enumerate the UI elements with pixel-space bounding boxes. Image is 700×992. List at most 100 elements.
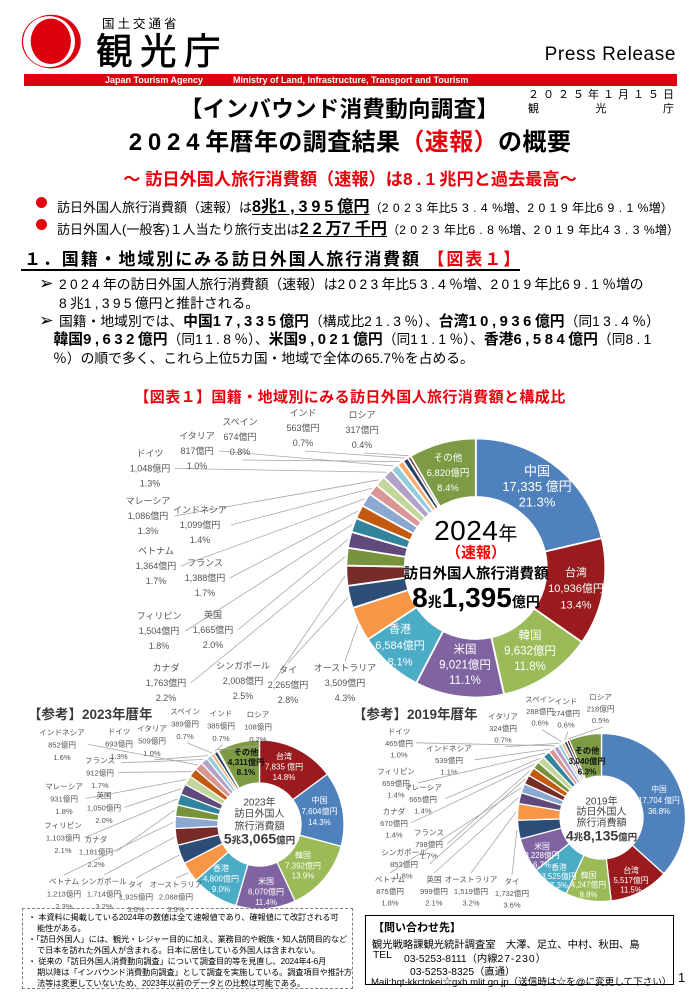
svg-text:10,936億円: 10,936億円 [548,582,604,595]
svg-text:509億円: 509億円 [138,735,166,745]
svg-text:英国: 英国 [204,609,222,620]
svg-text:1,519億円: 1,519億円 [454,886,488,896]
svg-text:36.8%: 36.8% [648,807,670,816]
svg-text:スペイン: スペイン [525,695,555,704]
svg-text:1.8%: 1.8% [55,807,73,816]
svg-text:11.8%: 11.8% [514,661,546,673]
svg-text:1.0%: 1.0% [187,461,208,471]
svg-text:4.3%: 4.3% [335,693,356,703]
svg-text:1,103億円: 1,103億円 [46,832,80,842]
svg-text:665億円: 665億円 [409,794,437,804]
svg-text:カナダ: カナダ [152,662,179,673]
svg-text:2.2%: 2.2% [87,860,105,869]
svg-text:台湾: 台湾 [565,565,587,579]
svg-text:4,311億円: 4,311億円 [228,757,264,767]
svg-text:693億円: 693億円 [105,738,133,748]
svg-text:その他: その他 [234,747,259,757]
svg-text:4,247億円: 4,247億円 [571,880,606,890]
svg-text:2.0%: 2.0% [95,816,113,825]
svg-text:0.7%: 0.7% [494,736,512,745]
svg-text:0.4%: 0.4% [352,440,373,450]
svg-text:2023年: 2023年 [243,796,275,809]
svg-text:317億円: 317億円 [345,424,378,435]
svg-text:9,632億円: 9,632億円 [504,645,556,658]
svg-text:ドイツ: ドイツ [136,449,163,459]
svg-text:マレーシア: マレーシア [404,783,442,792]
svg-text:香港: 香港 [389,623,411,636]
svg-text:1.4%: 1.4% [414,807,432,816]
svg-text:カナダ: カナダ [85,834,108,844]
svg-text:1.1%: 1.1% [440,768,458,777]
svg-text:インド: インド [210,709,233,718]
svg-text:英国: 英国 [426,874,441,884]
svg-text:108億円: 108億円 [244,721,272,731]
svg-text:タイ: タイ [279,665,297,675]
svg-text:1,388億円: 1,388億円 [185,572,226,583]
svg-text:1,665億円: 1,665億円 [193,624,234,635]
svg-text:1,714億円: 1,714億円 [87,888,121,898]
svg-text:韓国: 韓国 [295,850,311,860]
svg-text:4兆8,135億円: 4兆8,135億円 [566,828,637,844]
svg-text:1,732億円: 1,732億円 [495,888,529,898]
svg-text:台湾: 台湾 [623,865,639,875]
svg-text:0.5%: 0.5% [592,716,610,725]
svg-text:米国: 米国 [258,876,274,886]
svg-text:香港: 香港 [213,863,229,873]
svg-text:274億円: 274億円 [552,708,580,718]
svg-text:1,763億円: 1,763億円 [146,677,187,688]
svg-text:インド: インド [555,697,578,706]
svg-text:ベトナム: ベトナム [138,546,174,556]
svg-text:7.3%: 7.3% [550,881,568,890]
svg-text:817億円: 817億円 [180,445,213,456]
svg-text:17,335 億円: 17,335 億円 [502,479,571,494]
svg-text:875億円: 875億円 [376,886,404,896]
svg-text:3,525億円: 3,525億円 [541,871,576,881]
svg-text:2019年: 2019年 [585,795,617,808]
svg-text:563億円: 563億円 [286,422,319,433]
svg-text:5兆3,065億円: 5兆3,065億円 [224,831,295,847]
svg-text:オーストラリア: オーストラリア [314,663,377,673]
svg-text:2.5%: 2.5% [233,691,254,701]
svg-text:インド: インド [289,408,316,418]
svg-text:訪日外国人旅行消費額: 訪日外国人旅行消費額 [404,565,549,583]
svg-text:2.1%: 2.1% [54,846,72,855]
svg-text:17,704 億円: 17,704 億円 [638,795,680,805]
svg-text:324億円: 324億円 [489,723,517,733]
svg-text:8.8%: 8.8% [580,890,598,899]
svg-text:シンガポール: シンガポール [381,847,427,857]
svg-text:ベトナム: ベトナム [49,877,80,886]
svg-text:その他: その他 [434,452,463,464]
svg-text:3,509億円: 3,509億円 [325,677,366,688]
svg-text:1.4%: 1.4% [385,831,403,840]
svg-text:7,392億円: 7,392億円 [285,860,321,870]
svg-text:6,820億円: 6,820億円 [427,467,470,479]
svg-text:ドイツ: ドイツ [108,727,131,736]
svg-text:3,228億円: 3,228億円 [524,850,559,860]
svg-text:1,048億円: 1,048億円 [130,463,171,474]
svg-text:2,088億円: 2,088億円 [159,891,193,901]
svg-text:マレーシア: マレーシア [126,496,171,506]
svg-text:6,584億円: 6,584億円 [375,639,425,652]
svg-text:1.7%: 1.7% [91,781,109,790]
svg-text:2024年: 2024年 [434,515,518,546]
svg-text:フランス: フランス [187,558,223,568]
svg-text:韓国: 韓国 [519,629,542,642]
svg-text:999億円: 999億円 [420,886,448,896]
svg-text:14.8%: 14.8% [273,773,296,782]
svg-text:218億円: 218億円 [587,703,615,713]
svg-text:1.0%: 1.0% [143,749,161,758]
svg-text:9,021億円: 9,021億円 [439,659,491,672]
svg-text:674億円: 674億円 [223,431,256,442]
svg-text:ドイツ: ドイツ [388,727,411,736]
svg-text:旅行消費額: 旅行消費額 [577,816,627,829]
svg-text:11.1%: 11.1% [449,675,481,687]
svg-text:3.9%: 3.9% [167,905,185,914]
svg-text:フィリピン: フィリピン [137,611,182,621]
svg-text:1,925億円: 1,925億円 [119,891,153,901]
svg-text:イタリア: イタリア [137,724,167,733]
svg-text:1.4%: 1.4% [387,791,405,800]
svg-text:フランス: フランス [85,756,115,765]
svg-text:スペイン: スペイン [170,707,200,716]
svg-text:2.0%: 2.0% [203,640,224,650]
svg-text:フランス: フランス [414,828,444,837]
